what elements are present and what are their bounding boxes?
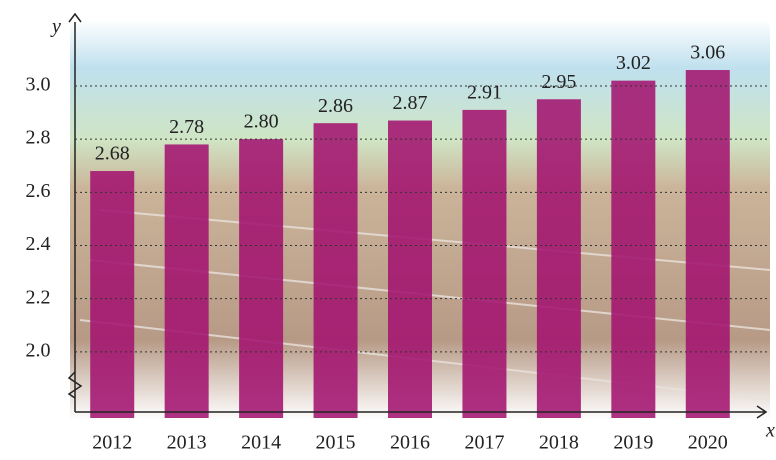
value-label: 2.95 — [541, 71, 576, 93]
value-label: 2.78 — [169, 116, 204, 138]
bar — [611, 81, 655, 418]
bar — [90, 171, 134, 418]
x-tick-label: 2017 — [464, 432, 504, 454]
bar — [388, 121, 432, 418]
bar — [462, 110, 506, 418]
value-label: 2.91 — [467, 81, 502, 103]
value-label: 2.87 — [393, 92, 428, 114]
y-tick-label: 2.6 — [26, 180, 51, 202]
y-tick-label: 2.0 — [26, 339, 51, 361]
x-tick-label: 2018 — [539, 432, 579, 454]
x-tick-label: 2015 — [316, 432, 356, 454]
bar — [537, 99, 581, 418]
x-tick-label: 2020 — [688, 432, 728, 454]
chart: y x 2.0 2.2 2.4 2.6 2.8 3.0 2012 2.68 2013 2.78 20… — [0, 0, 776, 460]
y-tick-label: 2.2 — [26, 286, 51, 308]
value-label: 2.68 — [95, 143, 130, 165]
y-tick-label: 2.8 — [26, 127, 51, 149]
x-tick-label: 2012 — [92, 432, 132, 454]
y-tick-label: 3.0 — [26, 74, 51, 96]
x-tick-label: 2014 — [241, 432, 281, 454]
x-tick-label: 2016 — [390, 432, 430, 454]
bar — [686, 70, 730, 418]
x-tick-label: 2013 — [167, 432, 207, 454]
y-tick-label: 2.4 — [26, 233, 51, 255]
y-axis-label: y — [50, 16, 61, 38]
x-tick-label: 2019 — [613, 432, 653, 454]
value-label: 2.86 — [318, 95, 353, 117]
bar — [165, 144, 209, 418]
bar — [314, 123, 358, 418]
value-label: 3.06 — [690, 42, 725, 64]
value-label: 2.80 — [244, 111, 279, 133]
bar — [239, 139, 283, 418]
value-label: 3.02 — [616, 52, 651, 74]
x-axis-label: x — [765, 420, 775, 442]
